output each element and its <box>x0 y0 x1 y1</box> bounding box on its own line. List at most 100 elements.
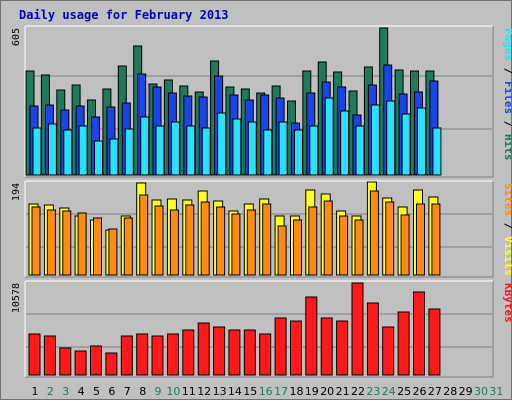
x-tick-label-day: 14 <box>228 385 242 398</box>
bar-sites-day-2 <box>46 209 56 276</box>
bar-kbytes-day-21 <box>336 320 349 376</box>
bar-kbytes-day-10 <box>166 333 179 376</box>
x-tick-label-day: 4 <box>78 385 85 398</box>
bar-pages-day-16 <box>263 129 273 176</box>
bar-kbytes-day-22 <box>351 282 364 376</box>
bar-sites-day-24 <box>385 201 395 276</box>
bar-pages-day-18 <box>294 129 303 176</box>
bar-sites-day-4 <box>77 212 87 276</box>
x-tick-label-day: 28 <box>443 385 457 398</box>
bar-pages-day-12 <box>201 127 211 176</box>
legend-part: / <box>502 216 512 236</box>
bar-kbytes-day-27 <box>428 308 441 376</box>
bar-sites-day-20 <box>323 200 333 276</box>
x-tick-label-day: 17 <box>274 385 288 398</box>
series-legend-label: KBytes <box>502 283 512 323</box>
bar-kbytes-day-1 <box>28 333 41 376</box>
bar-sites-day-27 <box>431 203 441 276</box>
bar-sites-day-6 <box>108 228 118 276</box>
bar-kbytes-day-7 <box>120 335 133 376</box>
bar-kbytes-day-26 <box>413 291 425 376</box>
bar-sites-day-1 <box>31 206 41 276</box>
bar-pages-day-15 <box>247 121 257 176</box>
bar-sites-day-8 <box>139 194 149 276</box>
bar-pages-day-9 <box>155 125 165 176</box>
bar-pages-day-10 <box>170 121 180 176</box>
bar-kbytes-day-18 <box>290 320 302 376</box>
x-tick-label-day: 3 <box>62 385 69 398</box>
x-tick-label-day: 24 <box>382 385 396 398</box>
x-tick-label-day: 18 <box>290 385 304 398</box>
bar-pages-day-1 <box>32 127 42 176</box>
bar-pages-day-13 <box>217 112 227 176</box>
x-tick-label-day: 7 <box>124 385 131 398</box>
x-tick-label-day: 29 <box>459 385 473 398</box>
bar-kbytes-day-5 <box>90 345 102 376</box>
x-tick-label-day: 12 <box>197 385 211 398</box>
y-axis-max-label: 10578 <box>11 283 22 313</box>
bar-kbytes-day-24 <box>382 326 395 376</box>
x-tick-label-day: 6 <box>108 385 115 398</box>
bar-pages-day-17 <box>278 121 288 176</box>
bar-pages-day-8 <box>140 116 150 176</box>
bar-pages-day-11 <box>186 125 196 176</box>
bar-kbytes-day-23 <box>366 302 379 376</box>
legend-part: Pages <box>502 28 512 61</box>
x-tick-label-day: 16 <box>259 385 273 398</box>
legend-part: Visits <box>502 236 512 276</box>
x-tick-label-day: 13 <box>213 385 227 398</box>
y-axis-max-label: 605 <box>11 28 22 46</box>
bar-pages-day-21 <box>340 110 350 176</box>
bar-pages-day-26 <box>417 107 426 176</box>
y-axis-max-label: 194 <box>11 183 22 201</box>
bar-pages-day-5 <box>94 140 103 176</box>
legend-part: / <box>502 114 512 134</box>
bar-sites-day-19 <box>308 206 318 276</box>
bar-sites-day-15 <box>246 209 256 276</box>
bar-kbytes-day-9 <box>151 335 164 376</box>
x-tick-label-day: 21 <box>336 385 350 398</box>
x-tick-label-day: 1 <box>32 385 39 398</box>
bar-pages-day-3 <box>63 129 73 176</box>
bar-pages-day-20 <box>324 97 334 176</box>
bar-sites-day-16 <box>262 203 272 276</box>
bar-sites-day-9 <box>154 205 164 276</box>
bar-kbytes-day-12 <box>197 322 210 376</box>
bar-sites-day-21 <box>339 215 349 276</box>
bar-pages-day-23 <box>370 104 380 176</box>
bar-sites-day-26 <box>416 203 425 276</box>
legend-part: Hits <box>502 134 512 161</box>
x-tick-label-day: 2 <box>47 385 54 398</box>
x-tick-label-day: 30 <box>474 385 488 398</box>
bar-sites-day-17 <box>277 225 287 276</box>
bar-kbytes-day-8 <box>136 333 149 376</box>
bar-sites-day-11 <box>185 204 195 276</box>
bar-pages-day-6 <box>109 138 119 176</box>
bar-kbytes-day-15 <box>243 329 256 376</box>
x-tick-label-day: 15 <box>243 385 257 398</box>
legend-part: KBytes <box>502 283 512 323</box>
bar-pages-day-22 <box>355 125 365 176</box>
bar-sites-day-25 <box>400 214 410 276</box>
bar-kbytes-day-14 <box>228 329 241 376</box>
x-tick-label-day: 19 <box>305 385 319 398</box>
bar-sites-day-10 <box>169 209 179 276</box>
series-legend-label: Pages / Files / Hits <box>502 28 512 161</box>
bar-sites-day-12 <box>200 201 210 276</box>
bar-pages-day-2 <box>47 123 57 176</box>
bar-sites-day-18 <box>293 219 302 276</box>
bar-kbytes-day-25 <box>397 311 410 376</box>
bar-sites-day-23 <box>369 190 379 276</box>
bar-kbytes-day-13 <box>213 326 226 376</box>
x-tick-label-day: 23 <box>366 385 380 398</box>
legend-part: / <box>502 61 512 81</box>
bar-sites-day-22 <box>354 219 364 276</box>
x-tick-label-day: 31 <box>489 385 503 398</box>
bar-sites-day-14 <box>231 213 241 276</box>
bar-kbytes-day-11 <box>182 329 195 376</box>
x-tick-label-day: 26 <box>413 385 427 398</box>
x-tick-label-day: 5 <box>93 385 100 398</box>
bar-kbytes-day-20 <box>320 317 333 376</box>
